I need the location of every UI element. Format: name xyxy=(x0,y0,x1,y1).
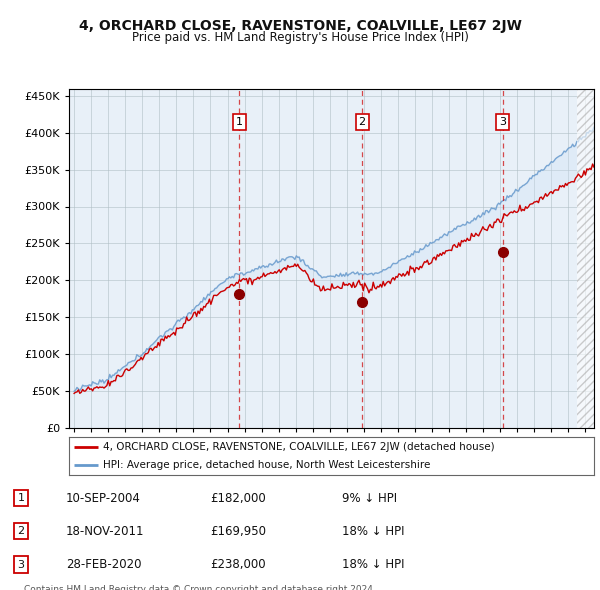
Text: 18-NOV-2011: 18-NOV-2011 xyxy=(66,525,145,538)
Text: Price paid vs. HM Land Registry's House Price Index (HPI): Price paid vs. HM Land Registry's House … xyxy=(131,31,469,44)
Text: £182,000: £182,000 xyxy=(210,491,266,504)
Text: 18% ↓ HPI: 18% ↓ HPI xyxy=(342,525,404,538)
Text: 2: 2 xyxy=(359,117,366,127)
Text: 10-SEP-2004: 10-SEP-2004 xyxy=(66,491,141,504)
Text: 2: 2 xyxy=(17,526,25,536)
Text: 4, ORCHARD CLOSE, RAVENSTONE, COALVILLE, LE67 2JW: 4, ORCHARD CLOSE, RAVENSTONE, COALVILLE,… xyxy=(79,19,521,33)
Text: £169,950: £169,950 xyxy=(210,525,266,538)
Text: Contains HM Land Registry data © Crown copyright and database right 2024.: Contains HM Land Registry data © Crown c… xyxy=(24,585,376,590)
Text: £238,000: £238,000 xyxy=(210,558,266,571)
Text: 3: 3 xyxy=(499,117,506,127)
Text: 1: 1 xyxy=(236,117,243,127)
Text: 3: 3 xyxy=(17,559,25,569)
Text: 4, ORCHARD CLOSE, RAVENSTONE, COALVILLE, LE67 2JW (detached house): 4, ORCHARD CLOSE, RAVENSTONE, COALVILLE,… xyxy=(103,442,495,452)
Text: 18% ↓ HPI: 18% ↓ HPI xyxy=(342,558,404,571)
Text: HPI: Average price, detached house, North West Leicestershire: HPI: Average price, detached house, Nort… xyxy=(103,460,431,470)
Text: 9% ↓ HPI: 9% ↓ HPI xyxy=(342,491,397,504)
Text: 28-FEB-2020: 28-FEB-2020 xyxy=(66,558,142,571)
Text: 1: 1 xyxy=(17,493,25,503)
